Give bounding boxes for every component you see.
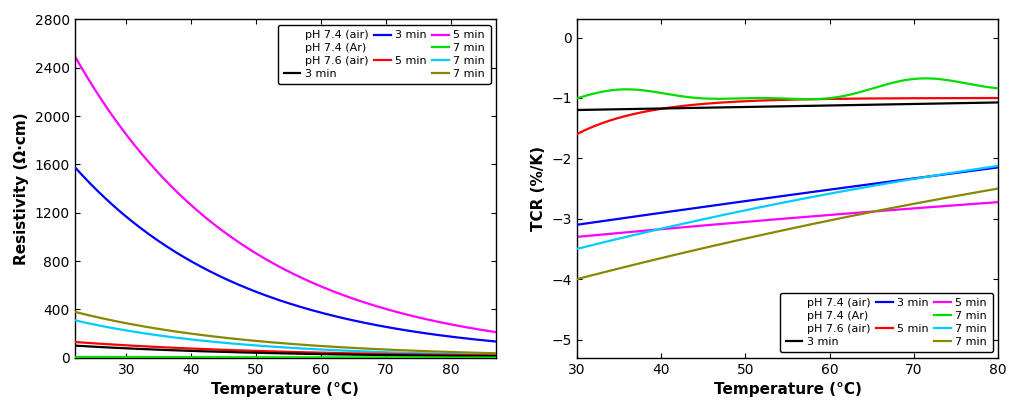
Y-axis label: Resistivity (Ω·cm): Resistivity (Ω·cm) [14, 112, 29, 265]
Legend: pH 7.4 (air), pH 7.4 (Ar), pH 7.6 (air), 3 min, 3 min, , 5 min, , 5 min, 7 min, : pH 7.4 (air), pH 7.4 (Ar), pH 7.6 (air),… [278, 25, 490, 84]
X-axis label: Temperature (°C): Temperature (°C) [211, 382, 359, 397]
X-axis label: Temperature (°C): Temperature (°C) [714, 382, 862, 397]
Legend: pH 7.4 (air), pH 7.4 (Ar), pH 7.6 (air), 3 min, 3 min, , 5 min, , 5 min, 7 min, : pH 7.4 (air), pH 7.4 (Ar), pH 7.6 (air),… [780, 293, 992, 352]
Y-axis label: TCR (%/K): TCR (%/K) [531, 146, 546, 231]
